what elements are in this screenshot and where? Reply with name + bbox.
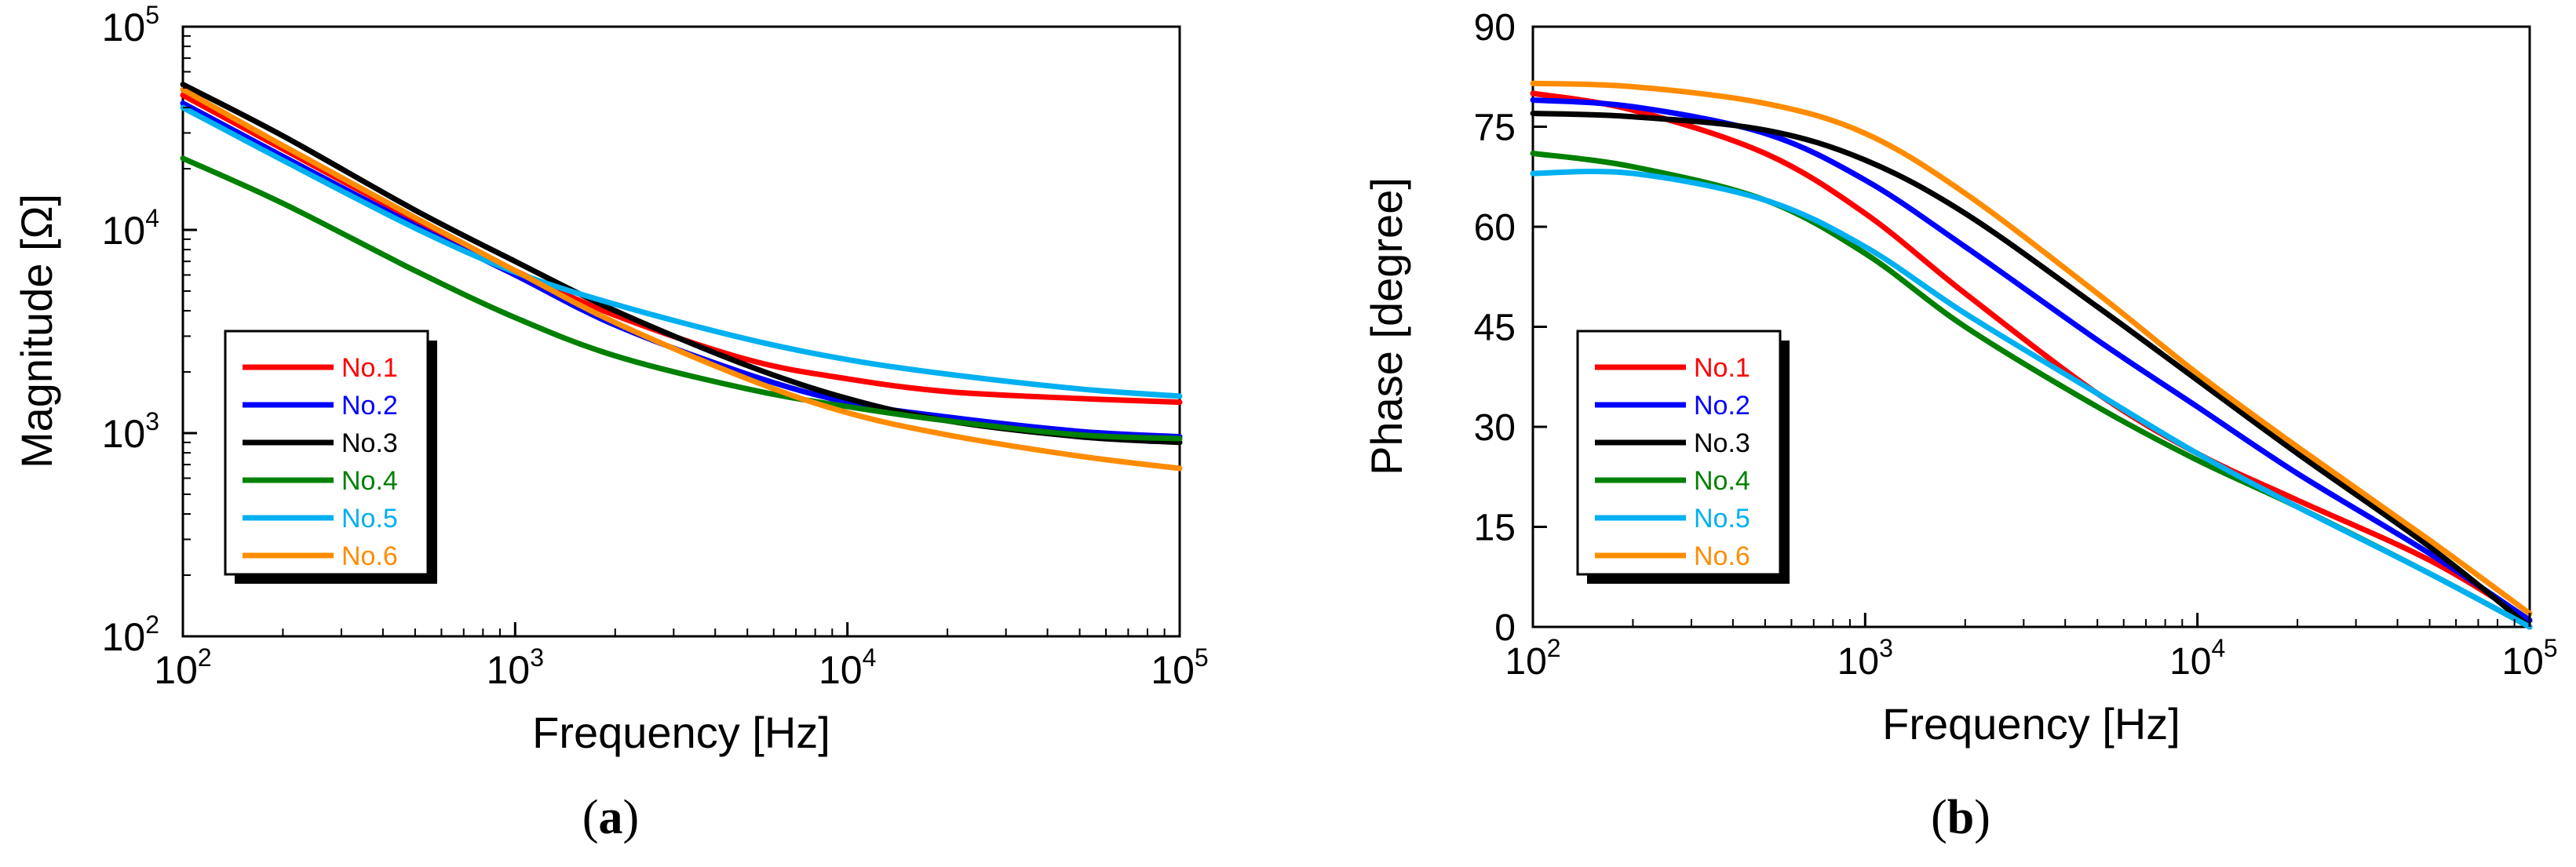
- panel-a-x-tick-label: 103: [487, 643, 544, 692]
- panel-b-x-tick-label: 103: [1837, 634, 1893, 683]
- panel-b-x-tick-label: 104: [2169, 634, 2225, 683]
- panel-b-x-tick-label: 105: [2501, 634, 2557, 683]
- panel-b-x-tick-label: 102: [1505, 634, 1560, 683]
- panel-b-y-tick-label: 0: [1494, 607, 1516, 649]
- panel-b-y-tick-label: 15: [1474, 508, 1516, 549]
- panel-a-y-tick-label: 104: [102, 204, 159, 253]
- panel-b-caption-letter: b: [1947, 791, 1974, 844]
- panel-b-legend: No.1 No.2 No.3 No.4 No.5 No.6: [1576, 330, 1790, 584]
- panel-b-legend-label: No.6: [1694, 541, 1750, 571]
- panel-b-legend-box: [1576, 330, 1782, 576]
- panel-b-y-tick-label: 45: [1474, 308, 1516, 349]
- panel-a-legend-label: No.6: [341, 541, 398, 571]
- panel-a-x-tick-label: 105: [1151, 643, 1208, 692]
- panel-b-legend-label: No.5: [1694, 504, 1750, 534]
- panel-a-legend-box: [224, 330, 429, 576]
- panel-a-y-tick-label: 103: [102, 407, 159, 456]
- panel-b-y-axis-label: Phase [degree]: [1362, 177, 1411, 475]
- panel-b-y-tick-label: 60: [1474, 207, 1516, 249]
- panel-b-series-line-no6: [1530, 80, 2533, 617]
- panel-a-y-tick-label: 105: [102, 1, 159, 49]
- panel-a-caption-open: (: [582, 791, 599, 844]
- panel-b-series-line-no5: [1530, 168, 2533, 630]
- panel-b-y-tick-label: 30: [1474, 407, 1516, 449]
- panel-b-series-layer: [1530, 80, 2533, 630]
- panel-a-series-layer: [180, 82, 1183, 472]
- panel-b-series-line-no1: [1530, 90, 2533, 623]
- panel-b-ticks-layer: 102 103 104 105 0 15 30 45 60 75 90: [1474, 7, 2558, 683]
- panel-b-legend-label: No.3: [1694, 428, 1750, 458]
- panel-b-series-line-no3: [1530, 111, 2533, 630]
- panel-a-legend-label: No.3: [341, 428, 398, 458]
- panel-b-legend-label: No.2: [1694, 391, 1750, 421]
- panel-a-series-line-no5: [180, 104, 1183, 399]
- panel-a-ticks-layer: 102 103 104 105 102 103 104 105: [102, 1, 1209, 692]
- panel-b-y-tick-label: 90: [1474, 7, 1516, 49]
- panel-a-legend-label: No.4: [341, 466, 398, 496]
- panel-a-caption-letter: a: [599, 791, 623, 844]
- panel-a-legend-label: No.5: [341, 504, 398, 534]
- panel-a-y-tick-label: 102: [102, 610, 159, 659]
- panel-a-caption-close: ): [623, 791, 640, 844]
- panel-b-series-line-no2: [1530, 97, 2533, 623]
- panel-b-caption: (b): [1931, 791, 1990, 844]
- panel-a-series-line-no6: [180, 86, 1183, 472]
- panel-b-legend-label: No.1: [1694, 353, 1750, 383]
- panel-a-y-axis-label: Magnitude [Ω]: [12, 194, 61, 468]
- panel-a-legend-label: No.1: [341, 353, 398, 383]
- panel-a-series-line-no4: [180, 155, 1183, 442]
- panel-a-x-axis-label: Frequency [Hz]: [532, 708, 830, 757]
- panel-b-x-axis-label: Frequency [Hz]: [1882, 699, 2180, 749]
- panel-b-legend-label: No.4: [1694, 466, 1750, 496]
- panel-b-y-tick-label: 75: [1474, 107, 1516, 149]
- panel-a-x-tick-label: 102: [154, 643, 211, 692]
- panel-a-caption: (a): [582, 791, 639, 844]
- panel-a-x-tick-label: 104: [819, 643, 876, 692]
- panel-a-legend-label: No.2: [341, 391, 398, 421]
- panel-b-caption-open: (: [1931, 791, 1947, 844]
- panel-b-caption-close: ): [1974, 791, 1990, 844]
- panel-a-legend: No.1 No.2 No.3 No.4 No.5 No.6: [224, 330, 437, 584]
